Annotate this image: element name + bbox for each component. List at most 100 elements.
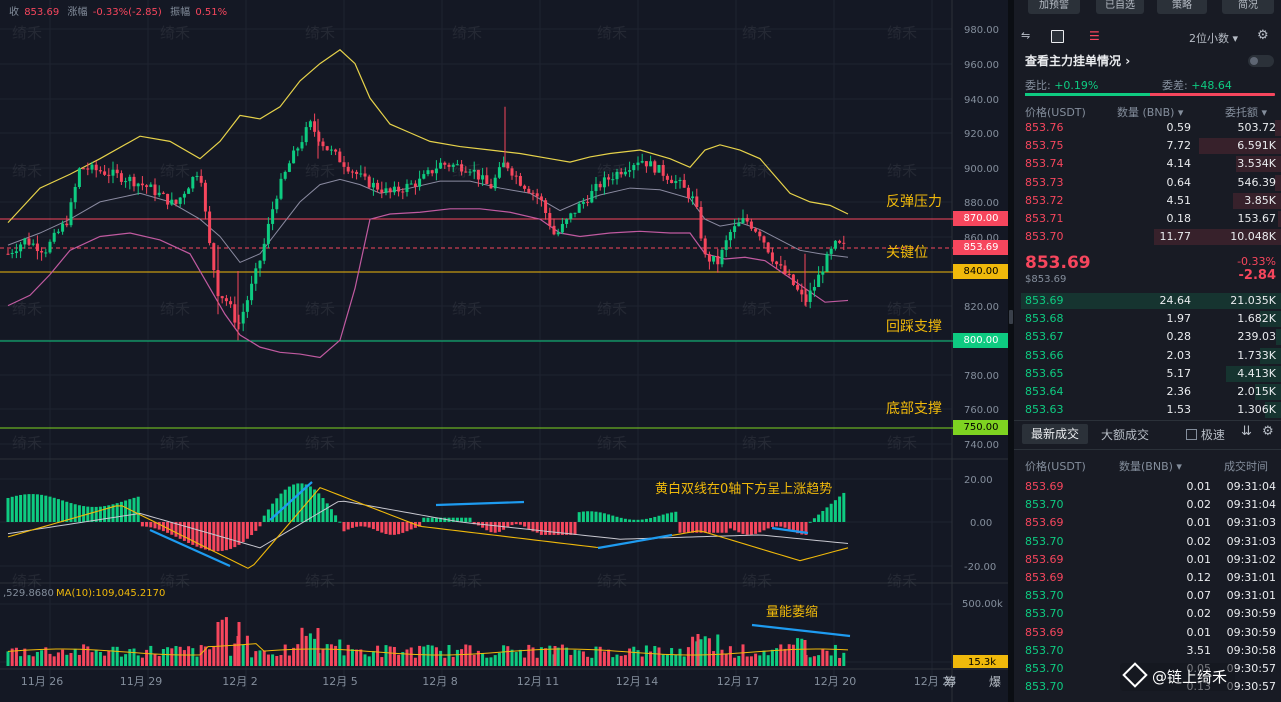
volume-bar <box>271 654 275 666</box>
add-alert-button[interactable]: 加预警 <box>1028 0 1080 14</box>
trade-row[interactable]: 853.70 0.02 09:31:03 <box>1014 533 1281 551</box>
volume-bar <box>275 656 279 666</box>
decimals-select[interactable]: 2位小数 ▾ <box>1189 30 1238 46</box>
ask-row[interactable]: 853.71 0.18 153.67 <box>1014 210 1281 228</box>
orderbook-qty-header[interactable]: 数量 (BNB) ▾ <box>1117 106 1184 119</box>
trade-row[interactable]: 853.70 0.02 09:31:04 <box>1014 496 1281 514</box>
settings-gear-icon[interactable]: ⚙ <box>1257 28 1269 43</box>
candle <box>258 260 262 269</box>
ask-row[interactable]: 853.74 4.14 3.534K <box>1014 155 1281 173</box>
candle <box>695 196 699 208</box>
volume-bar <box>254 651 258 666</box>
macd-histogram-bar <box>665 513 669 522</box>
bid-row[interactable]: 853.66 2.03 1.733K <box>1014 347 1281 365</box>
trade-row[interactable]: 853.69 0.12 09:31:01 <box>1014 569 1281 587</box>
candle <box>329 149 333 151</box>
trades-price-header: 价格(USDT) <box>1025 460 1086 473</box>
volume-bar <box>245 635 249 666</box>
macd-histogram-bar <box>674 511 678 522</box>
trade-row[interactable]: 853.70 3.51 09:30:58 <box>1014 642 1281 660</box>
tab-latest-trades[interactable]: 最新成交 <box>1022 424 1088 444</box>
trades-settings-gear-icon[interactable]: ⚙ <box>1262 424 1274 439</box>
volume-bar <box>283 644 287 666</box>
orderbook-both-icon[interactable]: ⇋ <box>1021 29 1031 42</box>
volume-bar <box>153 653 157 666</box>
bid-qty: 5.17 <box>1166 366 1192 380</box>
candle <box>581 201 585 204</box>
volume-bar <box>569 654 573 666</box>
ask-row[interactable]: 853.70 11.77 10.048K <box>1014 228 1281 246</box>
orderbook-bids-icon[interactable] <box>1051 30 1064 43</box>
main-orders-link[interactable]: 查看主力挂单情况 › <box>1025 52 1130 69</box>
candle <box>804 294 808 302</box>
trade-price: 853.70 <box>1025 643 1064 657</box>
chart-area[interactable]: 980.00 960.00 940.00 920.00 900.00 880.00 860.… <box>0 0 1010 702</box>
trade-row[interactable]: 853.70 0.07 09:31:01 <box>1014 587 1281 605</box>
bid-row[interactable]: 853.65 5.17 4.413K <box>1014 365 1281 383</box>
trade-row[interactable]: 853.69 0.01 09:30:59 <box>1014 624 1281 642</box>
macd-histogram-bar <box>422 517 426 522</box>
candle <box>632 165 636 171</box>
volume-bar <box>6 651 10 666</box>
macd-histogram-bar <box>376 522 380 531</box>
trade-row[interactable]: 853.69 0.01 09:31:03 <box>1014 514 1281 532</box>
candle <box>98 170 102 172</box>
bid-row[interactable]: 853.63 1.53 1.306K <box>1014 401 1281 419</box>
candle <box>342 162 346 167</box>
macd-histogram-bar <box>31 494 35 522</box>
macd-histogram-bar <box>258 522 262 527</box>
candle <box>195 175 199 177</box>
candle <box>212 243 216 271</box>
candle <box>657 165 661 173</box>
filter-icon[interactable]: ⇊ <box>1241 424 1252 439</box>
volume-bar <box>502 645 506 666</box>
trade-qty: 0.01 <box>1186 480 1212 493</box>
bid-price: 853.67 <box>1025 330 1064 344</box>
favorited-button[interactable]: 已自选 <box>1096 0 1144 14</box>
ask-row[interactable]: 853.73 0.64 546.39 <box>1014 174 1281 192</box>
speed-toggle[interactable]: 极速 <box>1186 426 1225 443</box>
price-axis-tick: 880.00 <box>964 198 999 209</box>
candle <box>300 142 304 149</box>
candle <box>825 253 829 272</box>
panel-splitter[interactable] <box>1008 0 1014 702</box>
ask-price: 853.73 <box>1025 175 1064 189</box>
strategy-button[interactable]: 策略 <box>1157 0 1207 14</box>
splitter-handle[interactable] <box>1009 310 1013 324</box>
speed-checkbox[interactable] <box>1186 429 1197 440</box>
right-panel: 加预警 已自选 策略 简况 ⇋ ☰ 2位小数 ▾ ⚙ 查看主力挂单情况 › 委比… <box>1014 0 1281 702</box>
candle <box>770 252 774 262</box>
candle <box>800 289 804 295</box>
ask-row[interactable]: 853.76 0.59 503.72 <box>1014 119 1281 137</box>
volume-bar <box>539 647 543 666</box>
trade-row[interactable]: 853.69 0.01 09:31:04 <box>1014 478 1281 496</box>
ask-row[interactable]: 853.75 7.72 6.591K <box>1014 137 1281 155</box>
trade-row[interactable]: 853.70 0.02 09:30:59 <box>1014 605 1281 623</box>
bid-row[interactable]: 853.68 1.97 1.682K <box>1014 310 1281 328</box>
trade-row[interactable]: 853.69 0.01 09:31:02 <box>1014 551 1281 569</box>
trend-arrow <box>597 533 673 550</box>
watermark-text: 绮禾 <box>305 572 336 590</box>
watermark-text: 绮禾 <box>305 300 336 318</box>
candle <box>313 121 317 132</box>
orderbook-asks-icon[interactable]: ☰ <box>1089 29 1100 43</box>
bid-row[interactable]: 853.64 2.36 2.015K <box>1014 383 1281 401</box>
overview-button[interactable]: 简况 <box>1222 0 1274 14</box>
trades-qty-header[interactable]: 数量(BNB) ▾ <box>1119 460 1182 473</box>
bid-row[interactable]: 853.67 0.28 239.03 <box>1014 328 1281 346</box>
volume-bar <box>842 652 846 666</box>
volume-bar <box>132 648 136 666</box>
macd-histogram-bar <box>115 503 119 522</box>
main-orders-toggle[interactable] <box>1248 55 1274 67</box>
candle <box>821 271 825 275</box>
volume-bar <box>86 646 90 666</box>
candle <box>842 242 846 244</box>
macd-histogram-bar <box>342 522 346 532</box>
ask-row[interactable]: 853.72 4.51 3.85K <box>1014 192 1281 210</box>
ask-depth-bar <box>1233 192 1281 209</box>
volume-bar <box>741 644 745 666</box>
tab-large-trades[interactable]: 大额成交 <box>1101 428 1150 442</box>
candle <box>199 175 203 183</box>
bid-row[interactable]: 853.69 24.64 21.035K <box>1014 292 1281 310</box>
orderbook-total-header[interactable]: 委托额 ▾ <box>1225 106 1268 119</box>
